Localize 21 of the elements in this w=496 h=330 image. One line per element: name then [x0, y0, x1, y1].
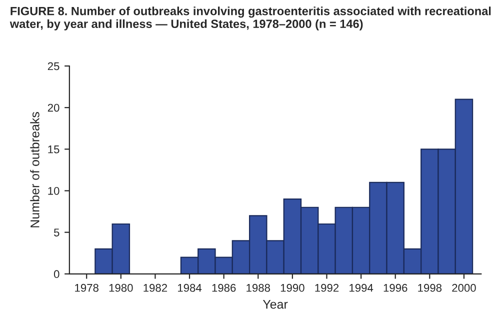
y-axis-title: Number of outbreaks: [30, 112, 40, 228]
y-tick-label: 20: [48, 104, 60, 112]
x-tick-label: 1996: [384, 284, 408, 292]
chart-title: FIGURE 8. Number of outbreaks involving gastroenteritis associated with recreational water, by year and illness — United States, 1978–2000 (n = 146): [10, 6, 491, 30]
x-axis-title: Year: [262, 300, 288, 309]
y-tick-label: 0: [54, 270, 60, 278]
x-tick-label: 1984: [178, 284, 202, 292]
x-tick-label: 1978: [75, 284, 98, 292]
y-tick-label: 15: [48, 146, 60, 154]
x-tick-label: 2000: [452, 284, 476, 292]
x-tick-label: 1986: [212, 284, 236, 292]
x-tick-label: 1998: [418, 284, 442, 292]
y-tick-label: 25: [48, 62, 60, 70]
x-tick-label: 1994: [350, 284, 374, 292]
y-tick-label: 5: [54, 228, 60, 236]
x-tick-label: 1980: [109, 284, 133, 292]
x-tick-label: 1988: [246, 284, 270, 292]
x-tick-label: 1990: [280, 284, 304, 292]
y-tick-label: 10: [48, 187, 60, 195]
x-tick-label: 1992: [315, 284, 339, 292]
x-tick-label: 1982: [144, 284, 168, 292]
